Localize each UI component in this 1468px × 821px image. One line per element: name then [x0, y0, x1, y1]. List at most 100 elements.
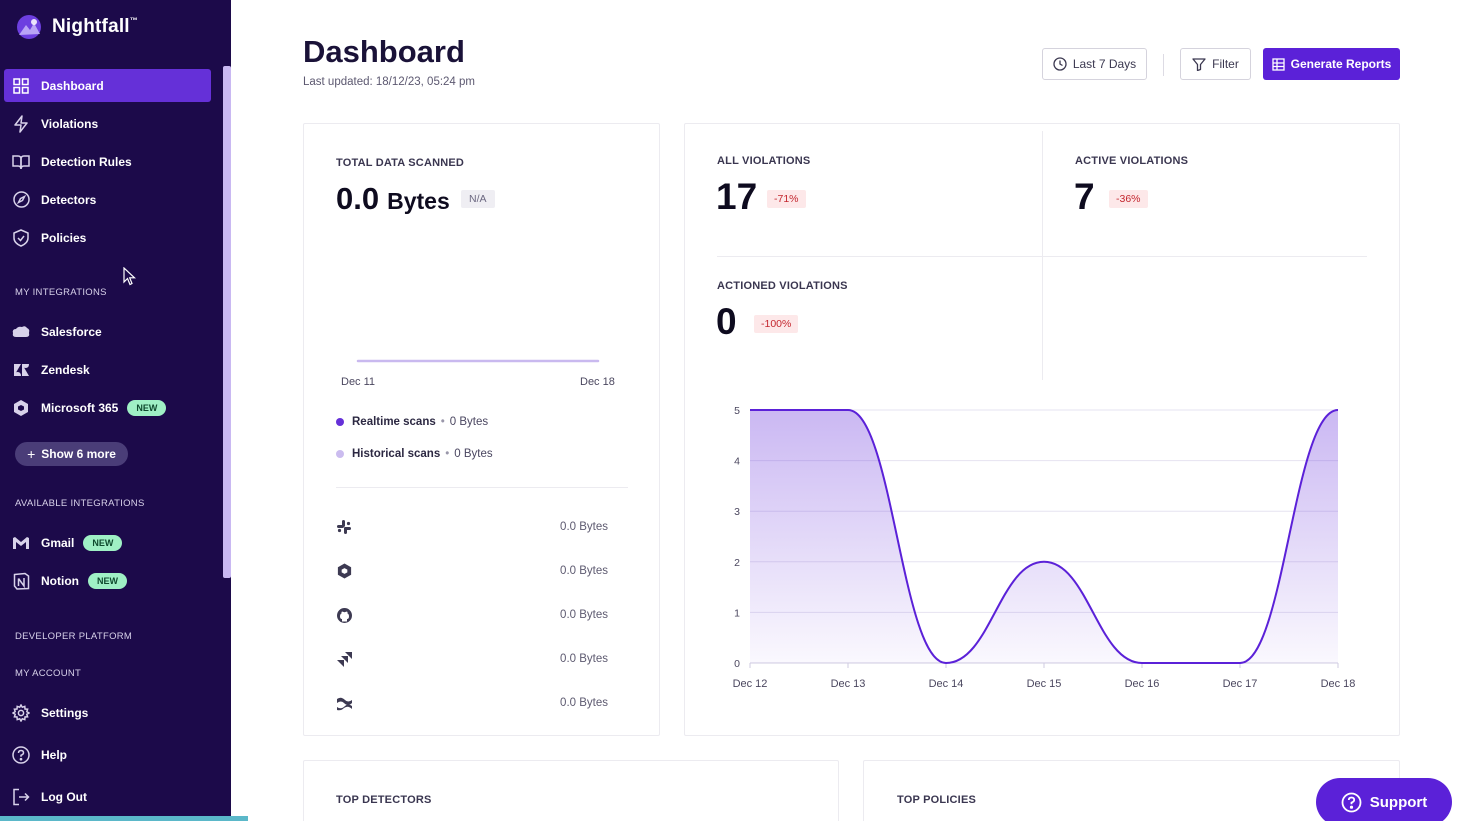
data-scanned-axis-start: Dec 11: [341, 376, 376, 388]
legend-value: 0 Bytes: [454, 448, 493, 460]
integration-row-jira: 0.0 Bytes: [336, 650, 608, 668]
zendesk-icon: [12, 361, 30, 379]
integration-microsoft-365[interactable]: Microsoft 365 NEW: [4, 391, 211, 424]
nav-item-policies[interactable]: Policies: [4, 221, 211, 254]
active-violations-delta: -36%: [1109, 190, 1148, 208]
violations-vertical-divider: [1042, 131, 1043, 380]
active-violations-value: 7: [1074, 176, 1095, 217]
all-violations-title: ALL VIOLATIONS: [717, 155, 811, 167]
all-violations-value: 17: [716, 176, 758, 217]
nav-item-help[interactable]: Help: [4, 738, 211, 771]
x-tick-label: Dec 18: [1321, 678, 1356, 690]
active-violations-title: ACTIVE VIOLATIONS: [1075, 155, 1189, 167]
card-divider: [336, 487, 628, 488]
show-more-label: Show 6 more: [41, 447, 116, 461]
actioned-violations-title: ACTIONED VIOLATIONS: [717, 280, 848, 292]
sidebar-scrollbar-thumb[interactable]: [223, 66, 231, 578]
new-badge: NEW: [83, 534, 123, 551]
all-violations-delta: -71%: [767, 190, 806, 208]
y-tick-label: 0: [734, 658, 740, 670]
violations-chart: 0 1 2 3 4 5 Dec 12 Dec 13 Dec 14 Dec 15 Dec 16 Dec …: [733, 405, 1356, 690]
mouse-cursor-icon: [123, 267, 136, 286]
slack-icon: [337, 520, 351, 534]
legend-name: Historical scans: [352, 448, 441, 460]
salesforce-icon: [12, 323, 30, 341]
data-scanned-unit: Bytes: [387, 188, 450, 214]
my-account-heading: MY ACCOUNT: [15, 668, 82, 679]
top-policies-card: [863, 760, 1400, 821]
jira-icon: [337, 651, 352, 667]
compass-icon: [12, 191, 30, 209]
nav-label: Gmail: [41, 535, 75, 550]
integration-value: 0.0 Bytes: [560, 521, 608, 533]
integration-row-github: 0.0 Bytes: [336, 606, 608, 624]
integration-row-slack: 0.0 Bytes: [336, 518, 608, 536]
brand[interactable]: Nightfall™: [16, 12, 138, 42]
actioned-violations-delta: -100%: [754, 315, 799, 333]
filter-label: Filter: [1212, 57, 1239, 71]
header-divider: [1163, 54, 1164, 76]
integration-value: 0.0 Bytes: [560, 653, 608, 665]
violations-series-line: [750, 409, 1339, 665]
nav-item-detectors[interactable]: Detectors: [4, 183, 211, 216]
nav-item-logout[interactable]: Log Out: [4, 780, 211, 813]
integration-gmail[interactable]: Gmail NEW: [4, 526, 211, 559]
top-detectors-title: TOP DETECTORS: [336, 794, 432, 806]
legend-dot: [336, 418, 344, 426]
x-tick-label: Dec 14: [929, 678, 964, 690]
generate-reports-button[interactable]: Generate Reports: [1263, 48, 1400, 80]
gear-icon: [12, 703, 30, 722]
nav-label: Violations: [41, 116, 99, 131]
integration-notion[interactable]: Notion NEW: [4, 564, 211, 597]
integration-zendesk[interactable]: Zendesk: [4, 353, 211, 386]
sidebar: Nightfall™ Dashboard Violations Detectio…: [0, 0, 231, 821]
nav-item-detection-rules[interactable]: Detection Rules: [4, 145, 211, 178]
available-integrations-heading: AVAILABLE INTEGRATIONS: [15, 498, 145, 509]
nav-item-dashboard[interactable]: Dashboard: [4, 69, 211, 102]
support-label: Support: [1369, 793, 1428, 811]
nav-label: Zendesk: [41, 362, 90, 377]
data-scanned-value-group: 0.0 Bytes: [336, 181, 450, 217]
developer-platform-heading[interactable]: DEVELOPER PLATFORM: [15, 631, 133, 642]
data-scanned-sparkline: [356, 359, 600, 363]
x-tick-label: Dec 15: [1027, 678, 1062, 690]
help-icon: [1341, 792, 1362, 812]
legend-historical: Historical scans • 0 Bytes: [336, 448, 493, 460]
x-tick-label: Dec 13: [831, 678, 866, 690]
integration-row-microsoft-365: 0.0 Bytes: [336, 562, 608, 580]
logout-icon: [12, 788, 30, 806]
table-icon: [1271, 57, 1285, 71]
new-badge: NEW: [88, 572, 127, 589]
my-integrations-heading: MY INTEGRATIONS: [15, 287, 107, 298]
show-more-button[interactable]: + Show 6 more: [15, 442, 128, 466]
data-scanned-delta-badge: N/A: [461, 190, 495, 208]
support-button[interactable]: Support: [1316, 778, 1452, 821]
y-tick-label: 5: [734, 405, 740, 417]
nav-label: Notion: [41, 573, 79, 588]
legend-dot: [336, 450, 344, 458]
nav-label: Detectors: [41, 192, 97, 207]
violations-horizontal-divider: [717, 256, 1367, 257]
notion-icon: [12, 572, 30, 590]
top-detectors-card: [303, 760, 839, 821]
new-badge: NEW: [127, 399, 167, 416]
x-tick-label: Dec 16: [1125, 678, 1160, 690]
y-tick-label: 4: [734, 456, 740, 468]
filter-button[interactable]: Filter: [1180, 48, 1251, 80]
nav-item-violations[interactable]: Violations: [4, 107, 211, 140]
data-scanned-axis-end: Dec 18: [580, 376, 615, 388]
date-range-button[interactable]: Last 7 Days: [1042, 48, 1147, 80]
integration-salesforce[interactable]: Salesforce: [4, 315, 211, 348]
nav-label: Policies: [41, 230, 87, 245]
microsoft-365-icon: [337, 563, 352, 579]
page-title: Dashboard: [303, 34, 465, 69]
nav-label: Log Out: [41, 789, 87, 804]
grid-icon: [12, 77, 30, 95]
confluence-icon: [337, 697, 352, 710]
nav-label: Dashboard: [41, 78, 104, 93]
lightning-icon: [12, 114, 30, 133]
top-policies-title: TOP POLICIES: [897, 794, 977, 806]
nav-item-settings[interactable]: Settings: [4, 696, 211, 729]
generate-reports-label: Generate Reports: [1290, 57, 1392, 71]
